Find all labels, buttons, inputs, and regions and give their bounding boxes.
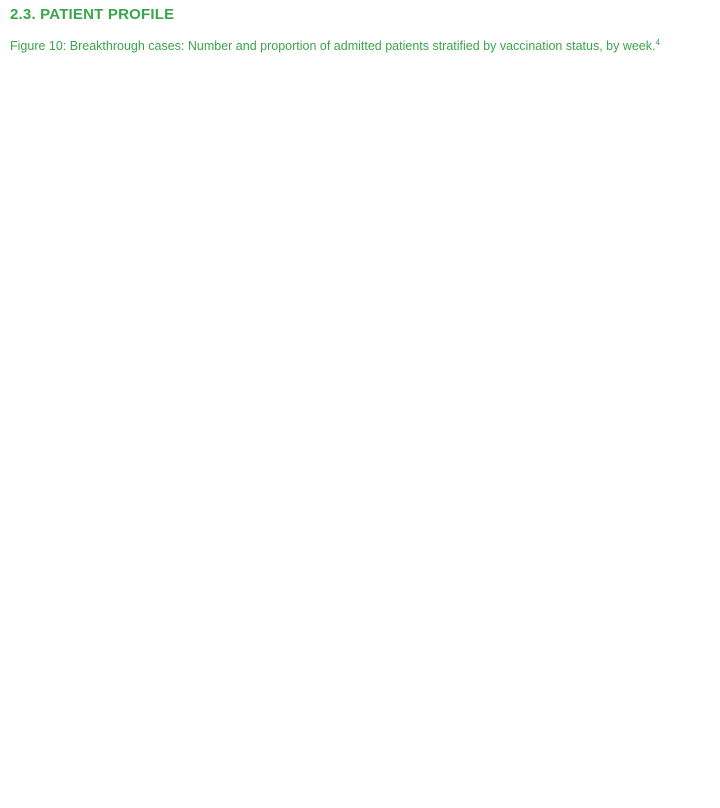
section-title: 2.3. PATIENT PROFILE (10, 6, 175, 23)
caption-text: Figure 10: Breakthrough cases: Number an… (10, 39, 656, 54)
caption-reference: 4 (655, 38, 660, 47)
figure-caption: Figure 10: Breakthrough cases: Number an… (10, 35, 710, 54)
